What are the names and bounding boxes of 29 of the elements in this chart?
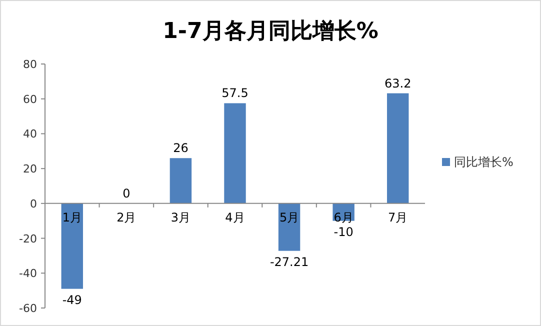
bar	[224, 103, 246, 204]
y-tick-label: -40	[19, 267, 37, 280]
data-label: -27.21	[270, 254, 309, 269]
data-label: 0	[122, 186, 130, 200]
x-tick-label: 6月	[334, 210, 354, 224]
y-tick-label: 20	[23, 162, 37, 176]
y-tick-label: -60	[19, 302, 37, 315]
data-label: 57.5	[222, 86, 248, 100]
y-tick-label: 60	[23, 92, 37, 106]
bar	[170, 158, 192, 204]
data-label: -49	[62, 292, 82, 307]
y-tick-label: 40	[23, 128, 37, 141]
y-tick-label: 80	[23, 58, 37, 71]
data-label: 63.2	[384, 76, 412, 90]
x-tick-label: 5月	[279, 210, 300, 224]
legend-label: 同比增长%	[454, 155, 514, 169]
bar	[61, 203, 83, 289]
data-label: 26	[173, 141, 188, 156]
bar	[278, 203, 300, 251]
x-tick-label: 4月	[225, 210, 245, 224]
y-tick-label: -20	[19, 232, 37, 246]
x-tick-label: 3月	[170, 210, 191, 224]
chart-title: 1-7月各月同比增长%	[162, 19, 378, 44]
x-tick-label: 2月	[116, 210, 136, 224]
x-tick-label: 1月	[62, 210, 82, 224]
bar	[387, 93, 409, 204]
data-label: -10	[334, 224, 354, 239]
x-tick-label: 7月	[388, 210, 408, 224]
y-tick-label: 0	[30, 197, 37, 210]
